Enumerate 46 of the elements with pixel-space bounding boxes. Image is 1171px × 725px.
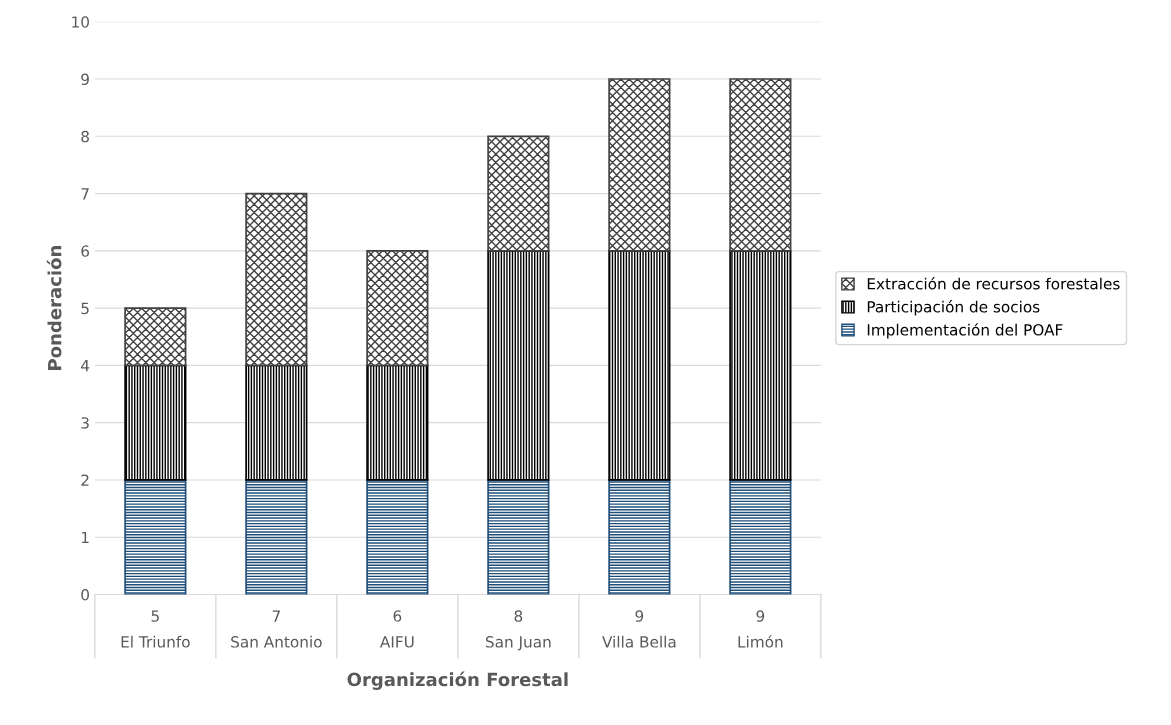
y-tick-label: 4 (81, 360, 90, 372)
bar (366, 364, 429, 481)
bar (608, 250, 671, 481)
x-tick-label: El Triunfo (121, 635, 190, 648)
x-axis-title: Organización Forestal (347, 671, 568, 690)
bar (608, 78, 671, 252)
total-label: 9 (756, 610, 765, 622)
bar (729, 78, 792, 252)
bar (124, 479, 187, 595)
bar (245, 192, 308, 367)
bar (729, 250, 792, 481)
x-tick-label: San Juan (485, 636, 551, 651)
bar (366, 250, 429, 367)
x-tick-label: Villa Bella (602, 635, 676, 648)
y-tick-label: 9 (81, 73, 89, 86)
bar (124, 364, 187, 481)
bar (245, 364, 308, 481)
x-tick-label: San Antonio (231, 635, 322, 648)
y-tick-label: 0 (81, 588, 89, 601)
bar (608, 479, 671, 595)
legend-label: Participación de socios (867, 300, 1040, 316)
bar (366, 479, 429, 595)
y-tick-label: 8 (81, 130, 89, 143)
total-label: 5 (151, 610, 159, 622)
x-tick-label: Limón (738, 635, 783, 648)
y-tick-label: 10 (72, 16, 89, 28)
y-tick-label: 3 (81, 417, 89, 429)
legend-label: Implementación del POAF (867, 323, 1063, 339)
y-axis-title: Ponderación (46, 246, 62, 370)
y-tick-label: 7 (81, 188, 89, 200)
y-tick-label: 5 (81, 302, 89, 315)
total-label: 7 (272, 610, 280, 622)
x-tick-label: AIFU (380, 636, 414, 648)
bar (124, 307, 187, 367)
y-tick-label: 1 (81, 531, 89, 544)
total-label: 9 (635, 610, 644, 622)
total-label: 6 (393, 610, 402, 622)
bar (487, 250, 550, 481)
y-tick-label: 2 (81, 474, 89, 486)
bar (487, 135, 550, 252)
total-label: 8 (514, 610, 523, 622)
legend-label: Extracción de recursos forestales (867, 277, 1120, 290)
bar (245, 479, 308, 595)
y-tick-label: 6 (81, 245, 90, 257)
bar (729, 479, 792, 595)
bar (487, 479, 550, 595)
